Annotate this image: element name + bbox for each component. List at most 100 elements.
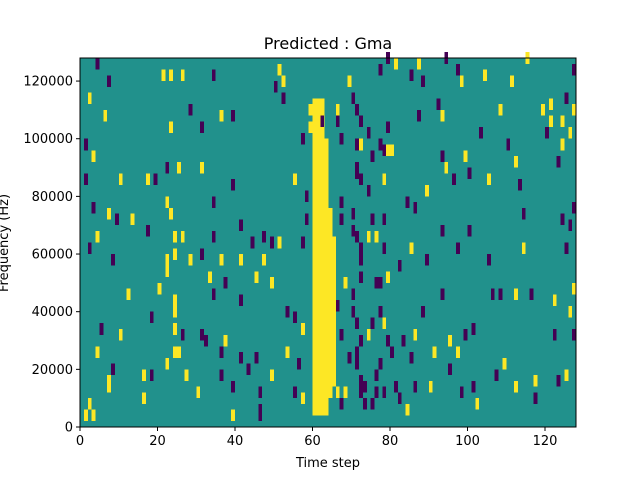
heatmap-cell [200, 121, 204, 133]
heatmap-cell [428, 380, 433, 393]
x-tick-label: 60 [304, 434, 321, 449]
heatmap-cell [370, 398, 375, 410]
heatmap-cell [273, 81, 278, 93]
heatmap-cell [483, 69, 487, 82]
heatmap-cell [370, 317, 375, 329]
heatmap-cell [382, 144, 387, 157]
heatmap-cell [231, 380, 235, 393]
y-tick-label: 20000 [32, 363, 73, 378]
heatmap-cell [397, 392, 402, 404]
heatmap-cell [401, 334, 406, 347]
heatmap-cell [413, 380, 418, 393]
heatmap-cell [347, 75, 352, 87]
heatmap-cell [390, 346, 394, 358]
heatmap-cell [572, 202, 576, 214]
heatmap-cell [366, 127, 371, 139]
heatmap-cell [552, 328, 557, 341]
heatmap-cell [300, 236, 305, 249]
heatmap-cell [382, 242, 387, 255]
band-segment [328, 207, 333, 399]
heatmap-cell [397, 259, 402, 272]
heatmap-cell [277, 236, 282, 249]
heatmap-cell [455, 242, 460, 255]
heatmap-cell [521, 242, 526, 255]
heatmap-cell [374, 386, 379, 399]
heatmap-cell [382, 173, 387, 185]
heatmap-cell [281, 92, 286, 105]
y-tick-label: 60000 [32, 248, 73, 263]
heatmap-cell [413, 202, 418, 214]
heatmap-cell [169, 207, 173, 220]
heatmap-cell [173, 346, 177, 358]
heatmap-cell [250, 236, 255, 249]
heatmap-cell [118, 173, 123, 185]
heatmap-cell [533, 392, 538, 404]
heatmap-cell [572, 328, 576, 341]
heatmap-cell [359, 375, 363, 387]
heatmap-cell [107, 207, 111, 220]
heatmap-cell [300, 323, 305, 335]
heatmap-cell [366, 230, 371, 243]
heatmap-cell [405, 196, 410, 208]
heatmap-cell [304, 190, 309, 203]
heatmap-cell [149, 369, 154, 381]
heatmap-cell [83, 173, 88, 185]
heatmap-cell [339, 213, 344, 226]
heatmap-cell [355, 104, 359, 116]
heatmap-cell [87, 398, 92, 410]
heatmap-cell [378, 63, 383, 76]
heatmap-cell [238, 352, 243, 364]
heatmap-cell [258, 386, 263, 399]
heatmap-cell [269, 236, 274, 249]
heatmap-cell [568, 127, 573, 139]
heatmap-cell [382, 213, 387, 226]
y-tick-label: 80000 [32, 190, 73, 205]
heatmap-cell [393, 58, 398, 70]
heatmap-cell [219, 109, 224, 122]
heatmap-cell [173, 248, 177, 260]
heatmap-cell [238, 254, 243, 266]
heatmap-cell [87, 242, 92, 255]
heatmap-cell [355, 138, 359, 151]
heatmap-cell [424, 184, 429, 197]
heatmap-cell [409, 242, 414, 255]
heatmap-cell [382, 386, 387, 399]
heatmap-cell [165, 254, 170, 266]
heatmap-cell [238, 294, 243, 306]
heatmap-cell [498, 288, 503, 301]
heatmap-cell [304, 213, 309, 226]
heatmap-cell [169, 69, 173, 82]
heatmap-cell [223, 334, 228, 347]
y-axis: 0 20000 40000 60000 80000 100000 120000 [23, 75, 80, 436]
heatmap-cell [83, 409, 88, 422]
heatmap-cell [103, 109, 108, 122]
heatmap-cell [111, 363, 115, 376]
heatmap-cell [111, 254, 115, 266]
heatmap-cell [343, 277, 348, 289]
heatmap-cell [95, 58, 100, 70]
y-tick-label: 40000 [32, 305, 73, 320]
heatmap-cell [95, 230, 100, 243]
heatmap-cell [165, 357, 170, 370]
heatmap-cell [572, 63, 576, 76]
heatmap-cell [269, 277, 274, 289]
heatmap-cell [541, 104, 545, 116]
y-tick-label: 0 [65, 421, 73, 436]
heatmap-cell [176, 346, 181, 358]
heatmap-cell [285, 305, 290, 318]
heatmap-cell [417, 109, 421, 122]
heatmap-cell [351, 305, 356, 318]
y-tick-label: 100000 [23, 132, 73, 147]
heatmap-cell [285, 346, 290, 358]
heatmap-cell [386, 271, 390, 283]
heatmap-cell [514, 156, 518, 168]
heatmap-cell [486, 173, 491, 185]
heatmap-cell [300, 392, 305, 404]
heatmap-cell [355, 357, 359, 370]
heatmap-cell [320, 115, 325, 128]
heatmap-cell [114, 213, 119, 226]
heatmap-cell [339, 398, 344, 410]
heatmap-cell [145, 225, 150, 237]
heatmap-cell [219, 346, 224, 358]
heatmap-cell [347, 352, 352, 364]
